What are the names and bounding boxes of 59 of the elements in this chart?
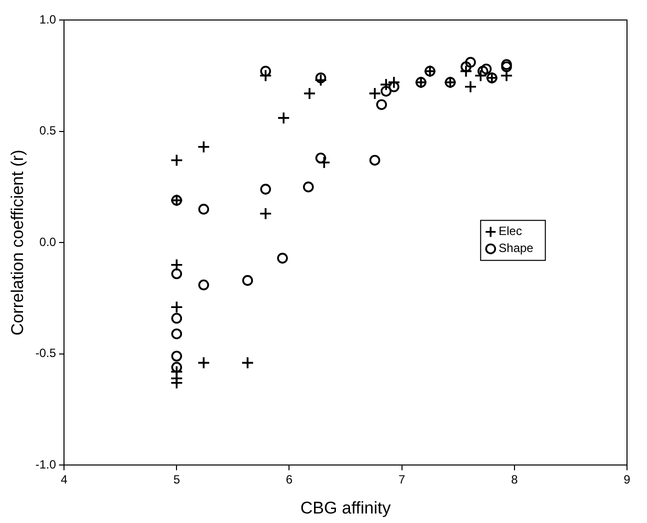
point [500,69,513,82]
legend-label: Shape [498,241,534,256]
point [170,194,184,207]
point [241,356,254,370]
point [303,87,316,100]
x-tick-label: 8 [511,472,518,487]
y-tick-label: 1.0 [39,12,56,26]
point [444,76,457,89]
point [171,350,182,362]
point [480,64,492,74]
point [368,87,382,100]
point [302,182,314,192]
point [380,86,392,97]
point [315,152,326,164]
point [242,275,253,286]
x-tick-label: 7 [398,472,406,487]
point [170,154,184,167]
point [465,56,476,68]
point [501,59,512,70]
point [170,300,184,314]
point [171,312,182,324]
point [259,207,272,220]
point [260,184,272,195]
point [460,61,472,72]
point [171,268,182,280]
point [171,328,182,340]
point [501,61,512,72]
point [198,279,210,290]
point [380,78,392,91]
point [259,69,272,82]
point [171,362,182,373]
point [197,140,210,154]
x-tick-label: 5 [173,472,180,487]
y-tick-label: 0.5 [39,124,56,138]
y-tick-label: -1.0 [35,458,56,472]
point [170,258,184,272]
legend-label: Elec [498,224,522,238]
point [369,154,380,166]
x-tick-label: 6 [286,472,293,487]
x-tick-label: 4 [60,472,68,487]
y-tick-label: -0.5 [35,346,56,360]
point [198,204,210,215]
point [388,76,400,89]
y-tick-label: 0.0 [39,234,56,249]
point [464,80,477,94]
point [277,112,290,124]
point [197,356,210,370]
point [315,72,326,84]
point [318,156,331,169]
point [277,252,288,264]
point [376,99,387,110]
x-axis-title: CBG affinity [300,498,392,518]
x-tick-label: 9 [624,472,631,487]
point [477,66,488,77]
point [170,376,184,390]
y-axis-title: Correlation coefficient (r) [8,150,27,336]
point [314,74,328,86]
point [460,64,472,78]
point [474,69,488,82]
